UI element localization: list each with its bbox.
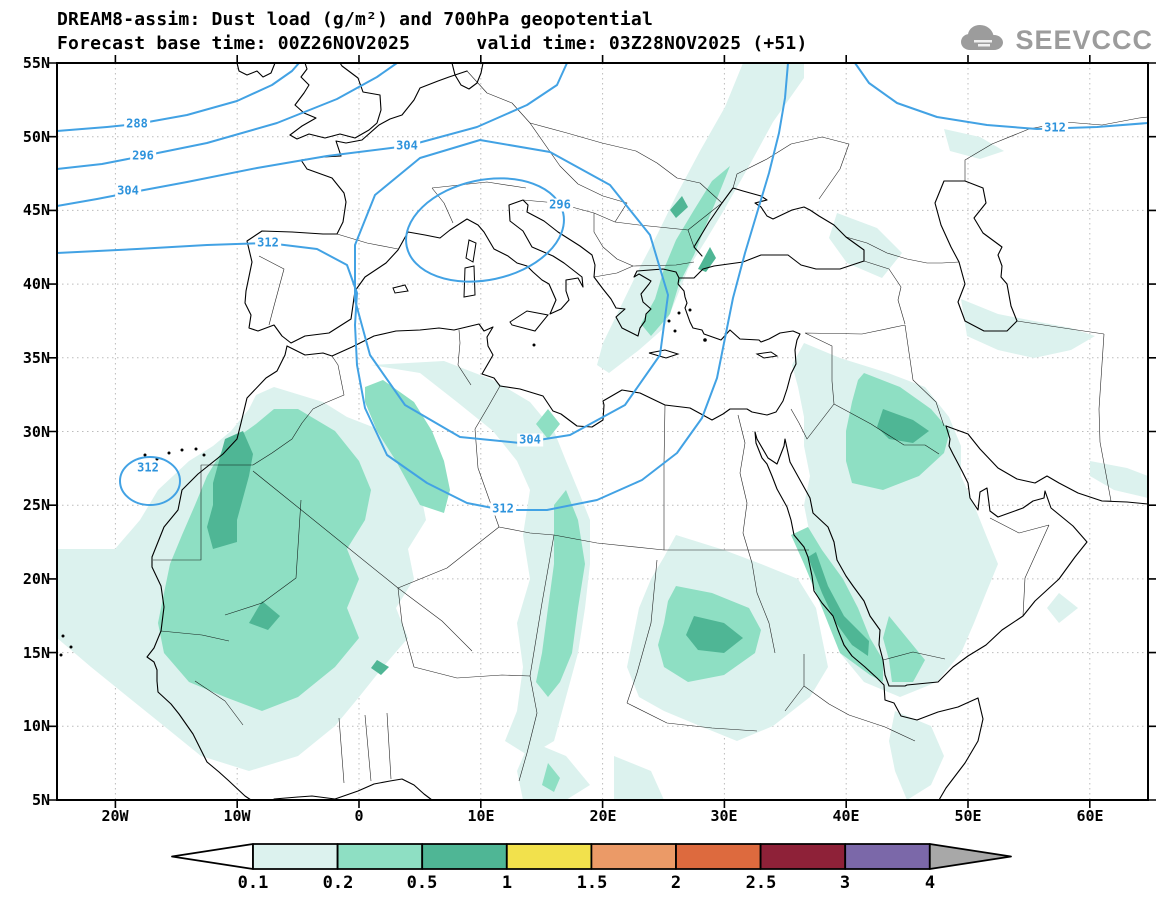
colorbar	[155, 842, 1025, 872]
contour-label: 296	[547, 197, 573, 212]
logo-text: SEEVCCC	[1015, 24, 1153, 55]
lat-label: 30N	[22, 423, 50, 441]
colorbar-tick-label: 0.5	[406, 873, 438, 893]
lat-label: 20N	[22, 570, 50, 588]
lat-label: 5N	[31, 791, 50, 809]
lat-label: 35N	[22, 349, 50, 367]
lon-label: 0	[354, 807, 364, 825]
contour-label: 304	[115, 183, 141, 198]
colorbar-segment	[675, 843, 762, 870]
lon-label: 10E	[467, 807, 495, 825]
lon-label: 60E	[1076, 807, 1104, 825]
lon-label: 30E	[710, 807, 738, 825]
colorbar-end-left	[171, 843, 254, 870]
contour-label: 304	[517, 432, 543, 447]
colorbar-segment	[844, 843, 931, 870]
colorbar-tick-label: 1.5	[576, 873, 608, 893]
cloud-icon	[957, 20, 1009, 60]
lon-label: 10W	[223, 807, 251, 825]
colorbar-segment	[590, 843, 677, 870]
small-islands	[59, 308, 707, 657]
chart-title: DREAM8-assim: Dust load (g/m²) and 700hP…	[57, 9, 653, 30]
map-canvas	[49, 55, 1156, 808]
colorbar-segment	[421, 843, 508, 870]
colorbar-segment	[252, 843, 339, 870]
contour-label: 312	[135, 460, 161, 475]
contour-label: 312	[490, 501, 516, 516]
colorbar-segment	[336, 843, 424, 870]
lon-label: 20E	[589, 807, 617, 825]
lon-label: 50E	[954, 807, 982, 825]
contour-label: 304	[394, 138, 420, 153]
colorbar-tick-label: 2.5	[745, 873, 777, 893]
seevccc-logo: SEEVCCC	[957, 20, 1153, 60]
map-frame	[49, 55, 1156, 808]
colorbar-tick-label: 1	[501, 873, 513, 893]
colorbar-segment	[759, 843, 847, 870]
colorbar-tick-label: 4	[924, 873, 936, 893]
chart-subtitle: Forecast base time: 00Z26NOV2025 valid t…	[57, 33, 808, 54]
lat-label: 55N	[22, 54, 50, 72]
lat-label: 50N	[22, 128, 50, 146]
lat-label: 45N	[22, 201, 50, 219]
colorbar-tick-label: 2	[670, 873, 682, 893]
contour-label: 288	[124, 116, 150, 131]
colorbar-tick-label: 0.1	[237, 873, 269, 893]
dust-fill-layer	[57, 63, 1148, 800]
lat-label: 15N	[22, 644, 50, 662]
colorbar-tick-label: 0.2	[322, 873, 354, 893]
lon-label: 40E	[832, 807, 860, 825]
contour-label: 296	[130, 148, 156, 163]
lon-label: 20W	[101, 807, 129, 825]
contour-label: 312	[255, 235, 281, 250]
lat-label: 40N	[22, 275, 50, 293]
lat-label: 10N	[22, 717, 50, 735]
title-block: DREAM8-assim: Dust load (g/m²) and 700hP…	[57, 8, 808, 56]
colorbar-tick-label: 3	[839, 873, 851, 893]
colorbar-end-right	[928, 843, 1012, 870]
lat-label: 25N	[22, 496, 50, 514]
contour-label: 312	[1042, 120, 1068, 135]
colorbar-segment	[505, 843, 593, 870]
